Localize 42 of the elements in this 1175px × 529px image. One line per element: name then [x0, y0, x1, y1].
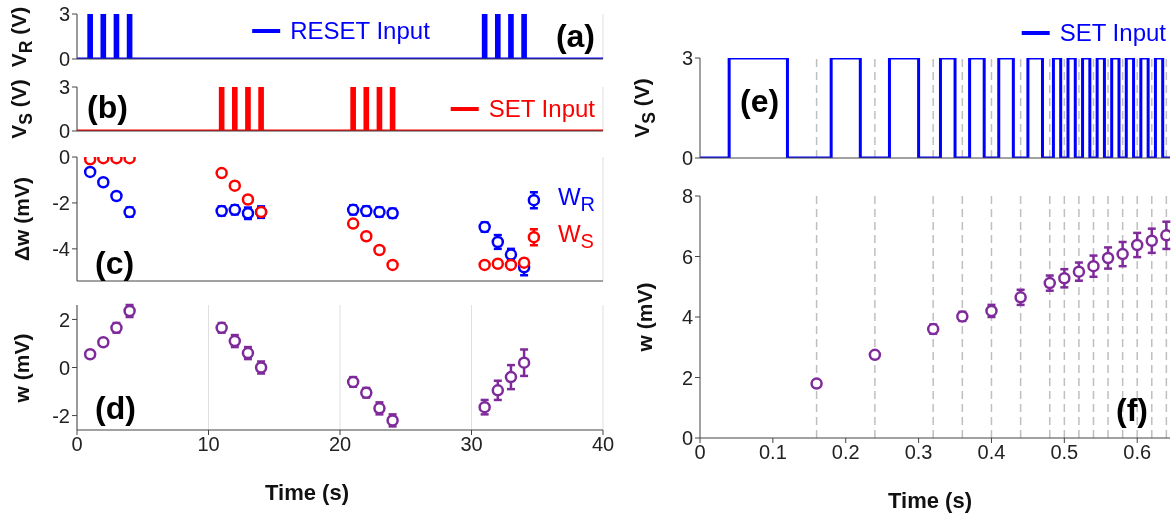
annotation: (f) — [1116, 392, 1148, 428]
y-tick-label: 2 — [681, 366, 693, 389]
y-tick-label: 3 — [58, 76, 70, 99]
y-tick-label: 3 — [681, 47, 693, 70]
annotation: (b) — [87, 89, 128, 125]
y-axis-title: Δw (mV) — [10, 177, 34, 261]
x-tick-label: 0.6 — [1123, 441, 1152, 464]
annotation: (d) — [95, 390, 136, 426]
y-tick-label: 6 — [681, 245, 693, 268]
x-tick-label: 0.5 — [1050, 441, 1079, 464]
y-tick-label: 0 — [681, 147, 693, 170]
x-tick-label: 40 — [591, 433, 615, 456]
legend-label: RESET Input — [290, 16, 430, 46]
y-tick-label: 2 — [58, 308, 70, 331]
y-tick-label: 0 — [58, 146, 70, 169]
y-tick-label: 0 — [58, 120, 70, 143]
x-tick-label: 0.1 — [758, 441, 787, 464]
y-axis-title: w (mV) — [633, 282, 657, 352]
legend-label: SET Input — [1059, 18, 1166, 48]
x-tick-label: 20 — [328, 433, 352, 456]
y-tick-label: 8 — [681, 185, 693, 208]
annotation: (a) — [555, 18, 595, 54]
y-tick-label: 3 — [58, 3, 70, 26]
y-tick-label: -4 — [52, 237, 70, 260]
y-tick-label: 4 — [681, 306, 693, 329]
legend-label: W$_{R}$ — [557, 182, 595, 217]
x-axis-title: Time (s) — [888, 488, 972, 514]
annotation: (e) — [740, 83, 780, 119]
y-tick-label: -2 — [52, 404, 70, 427]
y-tick-label: 0 — [58, 48, 70, 71]
x-tick-label: 10 — [197, 433, 220, 456]
y-tick-label: 0 — [58, 356, 70, 379]
x-axis-title: Time (s) — [265, 480, 349, 506]
x-tick-label: 0.2 — [831, 441, 860, 464]
x-tick-label: 0.4 — [977, 441, 1006, 464]
annotation: (c) — [95, 245, 135, 281]
x-tick-label: 30 — [460, 433, 483, 456]
x-tick-label: 0.3 — [904, 441, 933, 464]
legend-label: SET Input — [488, 94, 595, 124]
y-axis-title: w (mV) — [10, 333, 34, 402]
y-tick-label: -2 — [52, 192, 70, 215]
legend-label: W$_{S}$ — [557, 219, 594, 254]
